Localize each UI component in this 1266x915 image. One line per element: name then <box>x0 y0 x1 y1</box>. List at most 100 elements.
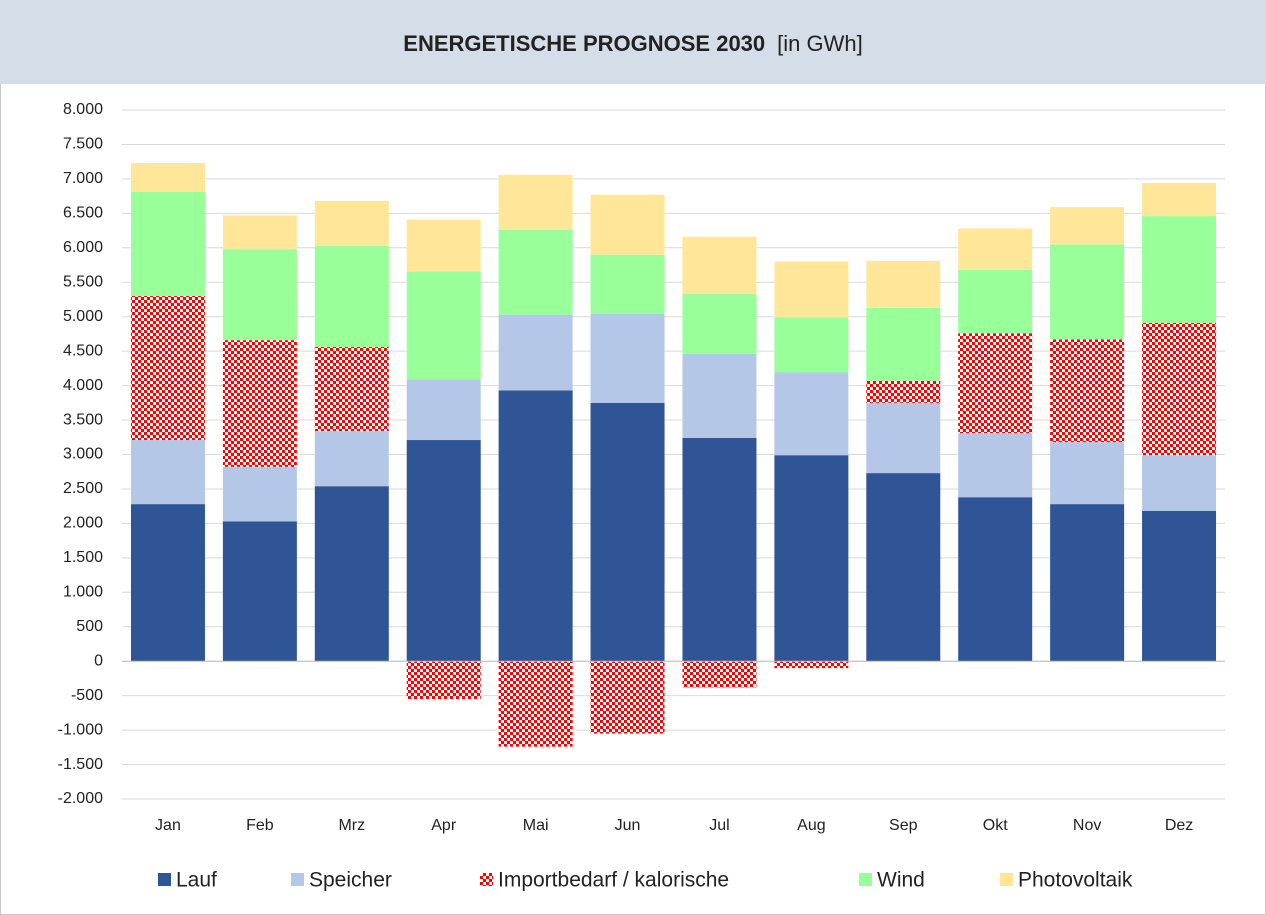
bar-segment <box>866 307 941 381</box>
bar-segment <box>314 245 389 348</box>
x-tick-label: Jun <box>615 817 641 834</box>
y-tick-label: -1.500 <box>58 756 103 773</box>
chart-title: ENERGETISCHE PROGNOSE 2030 [in GWh] <box>403 31 862 56</box>
bar-segment <box>130 163 205 192</box>
bar-segment <box>958 333 1033 434</box>
bar-segment <box>130 191 205 297</box>
bar-segment <box>774 372 849 456</box>
legend-swatch <box>859 873 872 886</box>
y-tick-label: 8.000 <box>63 101 103 118</box>
bar-segment <box>682 236 757 294</box>
y-tick-label: 5.000 <box>63 308 103 325</box>
legend-label: Speicher <box>309 869 392 892</box>
x-tick-label: Aug <box>797 817 825 834</box>
y-tick-label: 0 <box>94 652 103 669</box>
x-tick-label: Sep <box>889 817 918 834</box>
legend-swatch <box>1000 873 1013 886</box>
y-tick-label: -1.000 <box>58 721 103 738</box>
title-text: ENERGETISCHE PROGNOSE 2030 <box>403 31 765 56</box>
bar-segment <box>406 271 481 380</box>
bar-segment <box>130 440 205 505</box>
bar-segment <box>774 261 849 318</box>
y-tick-label: 6.000 <box>63 239 103 256</box>
bar-segment <box>1050 339 1125 443</box>
legend-label: Photovoltaik <box>1018 869 1133 892</box>
bar-segment <box>774 661 849 669</box>
legend-label: Wind <box>877 869 925 892</box>
bar-segment <box>222 466 297 522</box>
y-tick-label: 6.500 <box>63 205 103 222</box>
bar-segment <box>222 340 297 467</box>
bar-segment <box>682 353 757 438</box>
bar-segment <box>590 254 665 314</box>
bar-segment <box>222 249 297 341</box>
y-tick-label: 7.000 <box>63 170 103 187</box>
y-tick-label: -2.000 <box>58 790 103 807</box>
bar-segment <box>1142 183 1217 217</box>
bar-segment <box>222 521 297 662</box>
title-band <box>0 0 1266 84</box>
bar-segment <box>590 402 665 662</box>
x-tick-label: Dez <box>1165 817 1193 834</box>
bar-segment <box>682 661 757 688</box>
x-tick-label: Feb <box>246 817 274 834</box>
bar-segment <box>498 229 573 315</box>
bar-segment <box>1050 442 1125 505</box>
y-tick-label: 4.500 <box>63 342 103 359</box>
x-tick-label: Apr <box>431 817 457 834</box>
legend-label: Importbedarf / kalorische <box>498 869 729 892</box>
bar-segment <box>314 486 389 662</box>
bar-segment <box>958 497 1033 662</box>
y-tick-label: 1.000 <box>63 584 103 601</box>
y-tick-label: 3.500 <box>63 411 103 428</box>
bar-segment <box>130 296 205 441</box>
bar-segment <box>314 431 389 487</box>
bar-segment <box>590 194 665 255</box>
x-tick-label: Nov <box>1073 817 1101 834</box>
bar-segment <box>866 380 941 403</box>
x-tick-label: Mai <box>523 817 549 834</box>
x-tick-label: Mrz <box>338 817 365 834</box>
bar-segment <box>866 260 941 308</box>
bar-segment <box>958 228 1033 270</box>
bar-segment <box>222 215 297 250</box>
bar-segment <box>406 661 481 700</box>
title-unit: [in GWh] <box>777 31 863 56</box>
bar-segment <box>1050 244 1125 340</box>
y-tick-label: 4.000 <box>63 377 103 394</box>
bar-segment <box>498 661 573 747</box>
y-tick-label: 7.500 <box>63 136 103 153</box>
y-tick-label: 3.000 <box>63 446 103 463</box>
bar-segment <box>1142 510 1217 662</box>
y-tick-label: 5.500 <box>63 273 103 290</box>
y-tick-label: 1.500 <box>63 549 103 566</box>
bar-segment <box>498 174 573 230</box>
bar-segment <box>958 269 1033 334</box>
bar-segment <box>590 313 665 403</box>
bar-segment <box>130 504 205 662</box>
bar-segment <box>1050 207 1125 245</box>
y-tick-label: 2.000 <box>63 515 103 532</box>
bar-segment <box>314 347 389 432</box>
legend-swatch <box>158 873 171 886</box>
bar-segment <box>1142 216 1217 323</box>
bar-segment <box>774 455 849 662</box>
bar-segment <box>498 390 573 662</box>
bar-segment <box>406 219 481 272</box>
bar-segment <box>406 379 481 441</box>
bar-segment <box>1142 455 1217 511</box>
x-tick-label: Okt <box>983 817 1008 834</box>
x-tick-label: Jan <box>155 817 181 834</box>
bar-segment <box>682 293 757 354</box>
y-tick-label: 500 <box>76 618 103 635</box>
bar-segment <box>1050 504 1125 662</box>
x-tick-label: Jul <box>709 817 729 834</box>
legend-swatch <box>480 873 493 886</box>
bar-segment <box>958 433 1033 498</box>
bar-segment <box>406 440 481 662</box>
bar-segment <box>314 200 389 246</box>
legend-label: Lauf <box>176 869 217 892</box>
bar-segment <box>682 437 757 662</box>
bar-segment <box>866 402 941 474</box>
